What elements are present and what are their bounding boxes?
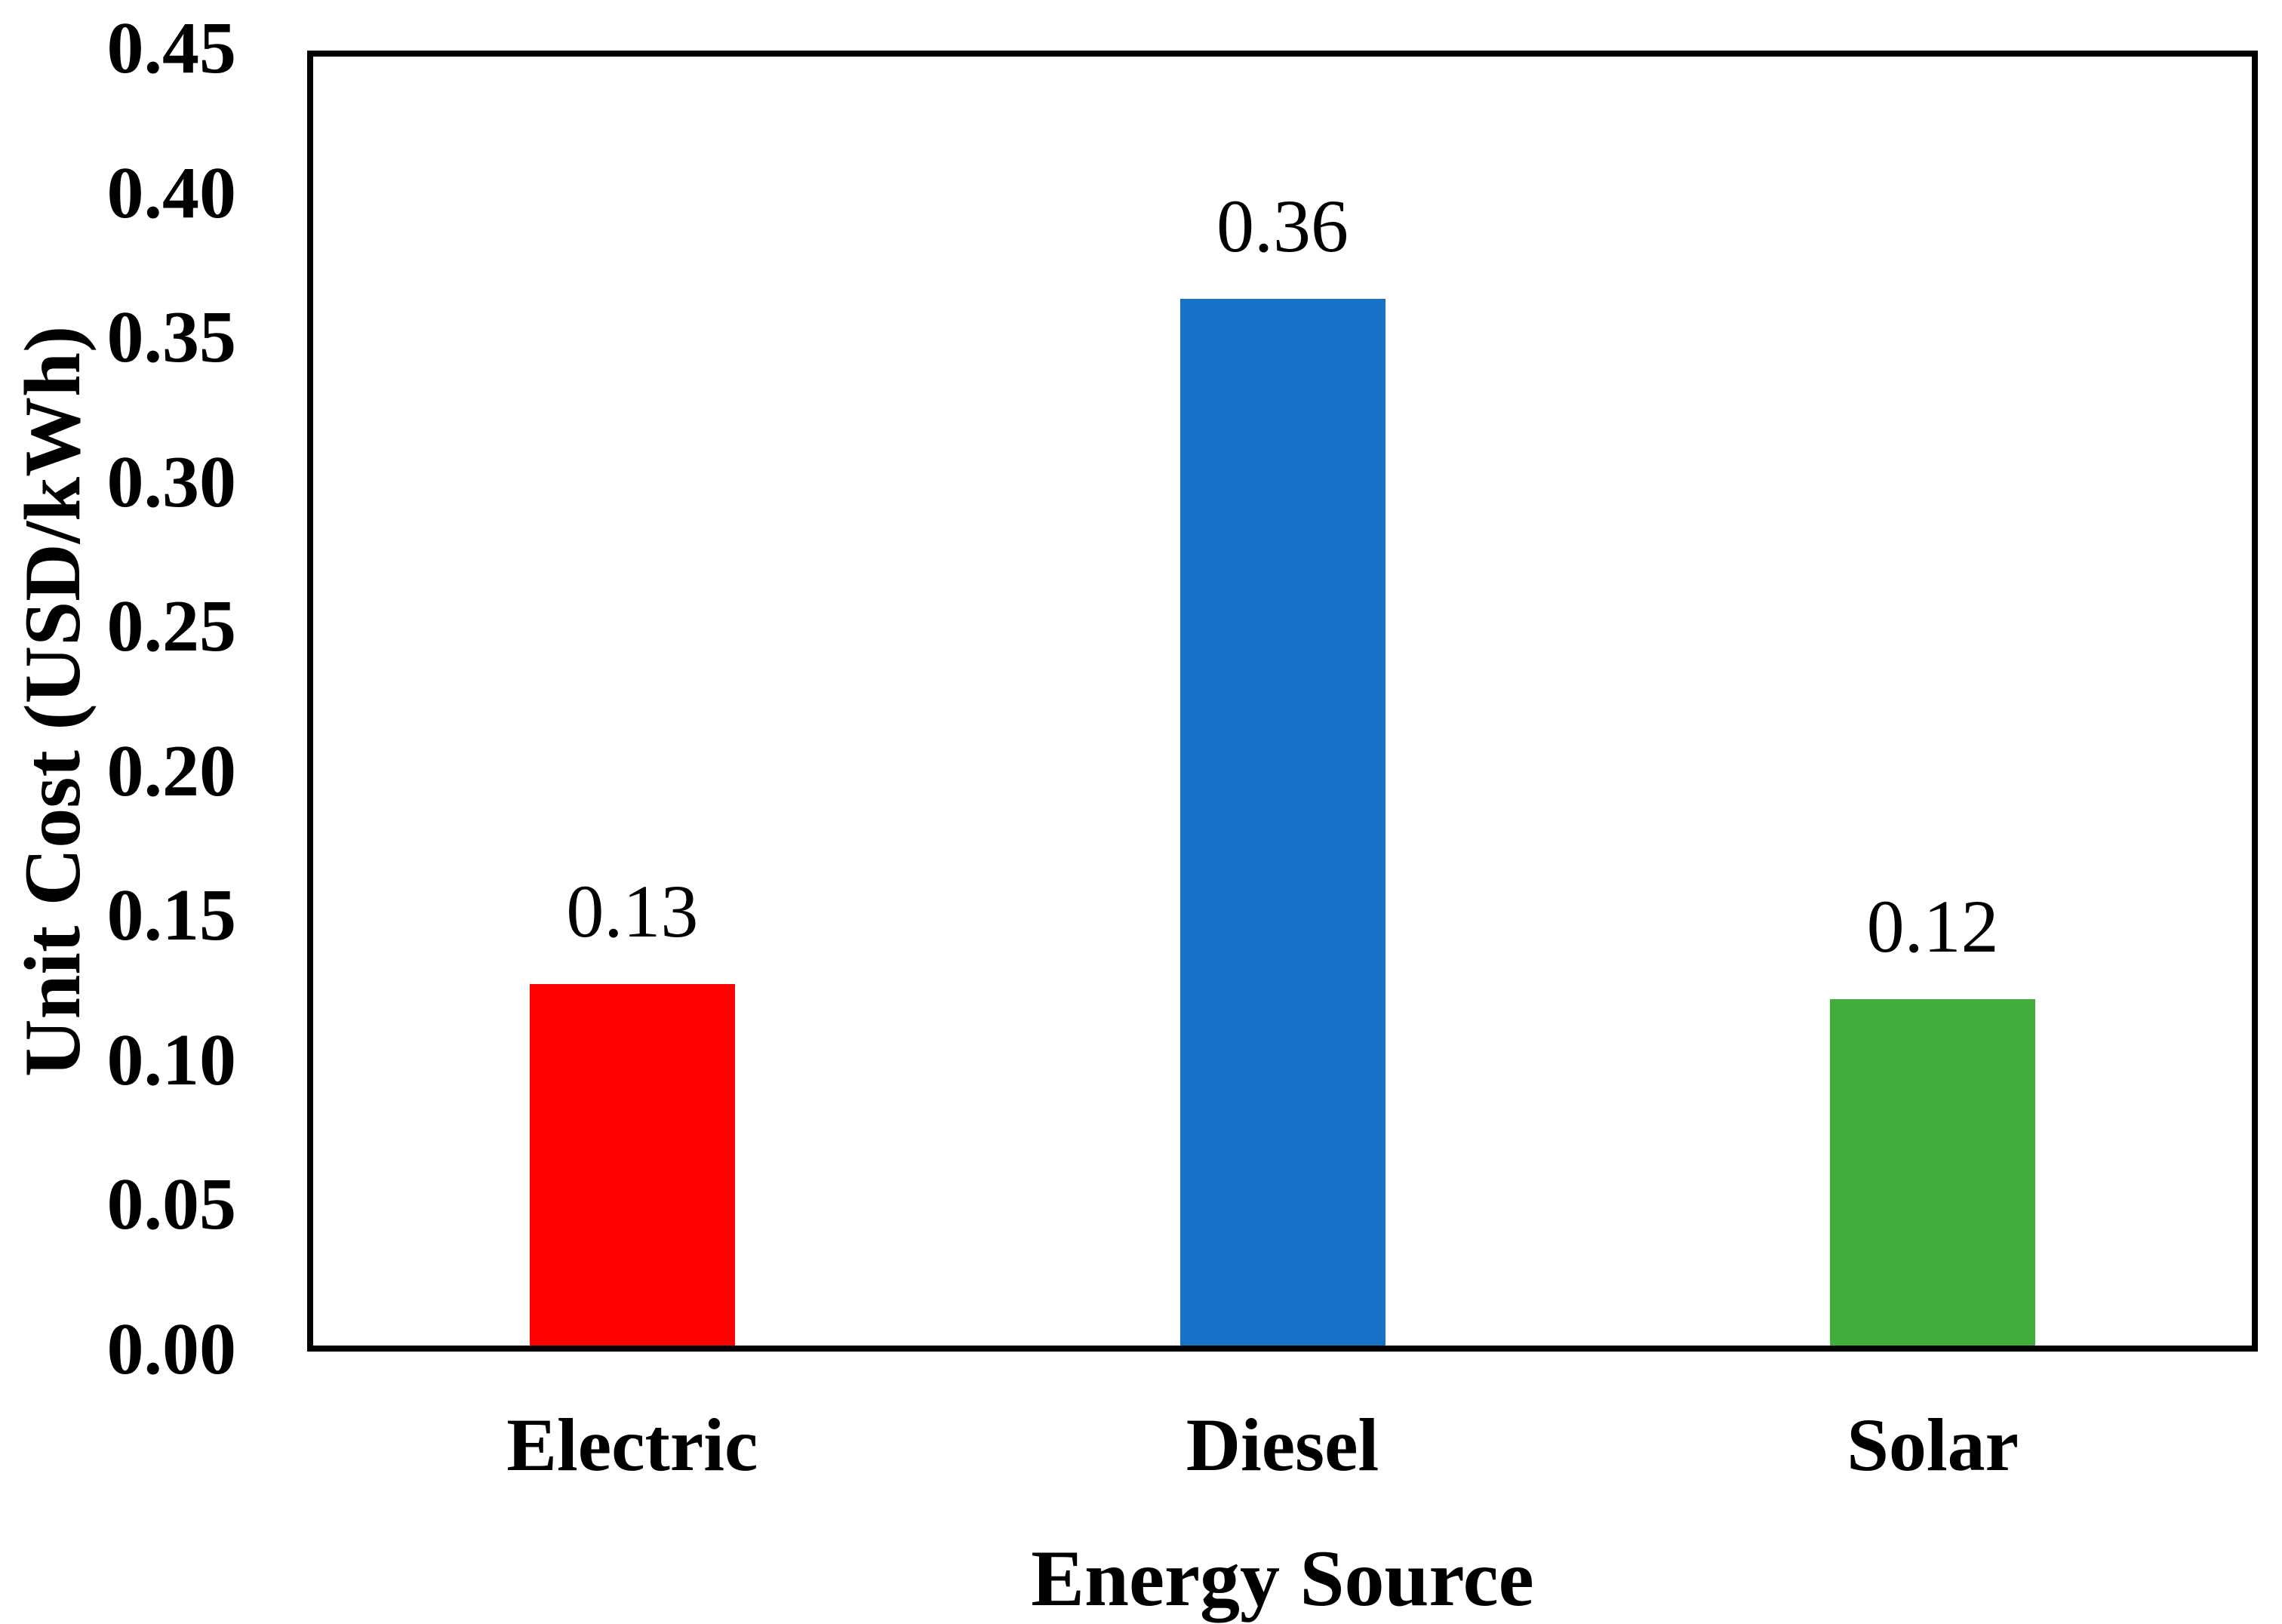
y-tick-label: 0.40 xyxy=(106,152,237,234)
y-tick-label: 0.30 xyxy=(106,441,237,523)
x-category-label-electric: Electric xyxy=(506,1403,758,1487)
y-axis-title: Unit Cost (USD/kWh) xyxy=(8,325,97,1077)
y-tick-label: 0.10 xyxy=(106,1019,237,1101)
y-tick-label: 0.20 xyxy=(106,730,237,812)
y-tick-label: 0.35 xyxy=(106,296,237,378)
y-tick-label: 0.05 xyxy=(106,1164,237,1246)
bar-value-label: 0.36 xyxy=(1216,184,1349,269)
y-tick-label: 0.15 xyxy=(106,875,237,957)
x-axis-title: Energy Source xyxy=(1031,1534,1534,1622)
bar-solar xyxy=(1830,998,2036,1352)
y-tick-label: 0.00 xyxy=(106,1308,237,1390)
plot-frame xyxy=(307,51,2258,1352)
bar-diesel xyxy=(1179,299,1386,1352)
bar-electric xyxy=(529,984,735,1352)
x-category-label-diesel: Diesel xyxy=(1186,1403,1379,1487)
y-tick-label: 0.25 xyxy=(106,586,237,668)
x-category-label-solar: Solar xyxy=(1847,1403,2019,1487)
bar-value-label: 0.13 xyxy=(566,869,699,954)
y-tick-label: 0.45 xyxy=(106,7,237,89)
bars-layer: 0.13 0.36 0.12 xyxy=(307,51,2258,1352)
bar-value-label: 0.12 xyxy=(1866,884,1999,968)
